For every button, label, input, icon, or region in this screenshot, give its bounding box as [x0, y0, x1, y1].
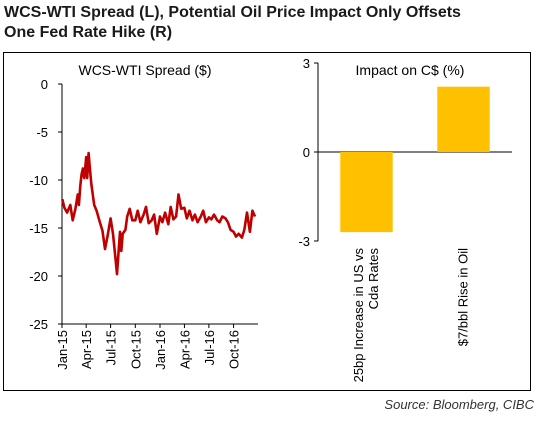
left-line-chart: WCS-WTI Spread ($) 0 -5 -10 -15 -20 -25 Jan-1… [29, 62, 258, 370]
left-chart-title: WCS-WTI Spread ($) [78, 62, 211, 78]
left-x-tick-label: Oct-15 [128, 330, 143, 369]
left-y-ticks: 0 -5 -10 -15 -20 -25 [29, 77, 62, 332]
bar-2 [437, 86, 490, 152]
right-category-labels: 25bp Increase in US vs Cda Rates $7/bbl Ri… [351, 248, 471, 383]
source-note: Source: Bloomberg, CIBC [384, 397, 534, 412]
left-x-tick-label: Apr-15 [79, 330, 94, 369]
series-line-wcs-wti [61, 151, 257, 276]
left-x-tick-label: Oct-16 [227, 330, 242, 369]
category-label: 25bp Increase in US vs [351, 248, 366, 383]
page-title: WCS-WTI Spread (L), Potential Oil Price … [4, 3, 534, 43]
right-y-tick-label: -3 [298, 234, 310, 249]
title-line-1: WCS-WTI Spread (L), Potential Oil Price … [4, 4, 461, 21]
category-label: $7/bbl Rise in Oil [456, 248, 471, 346]
left-x-tick-label: Jul-15 [104, 330, 119, 365]
left-y-tick-label: -15 [29, 221, 48, 236]
right-y-tick-label: 0 [303, 145, 310, 160]
chart-frame [3, 52, 531, 391]
left-x-tick-label: Jan-16 [153, 330, 168, 370]
left-y-tick-label: -25 [29, 317, 48, 332]
left-x-tick-label: Jul-16 [202, 330, 217, 365]
left-x-tick-label: Jan-15 [55, 330, 70, 370]
left-y-tick-label: 0 [41, 77, 48, 92]
right-chart-title: Impact on C$ (%) [356, 62, 465, 78]
right-bars [340, 86, 490, 233]
right-y-tick-label: 3 [303, 56, 310, 71]
right-bar-chart: Impact on C$ (%) 3 0 -3 25bp Increase in U… [298, 56, 512, 382]
left-y-tick-label: -20 [29, 269, 48, 284]
bar-1 [340, 152, 393, 233]
left-y-tick-label: -10 [29, 173, 48, 188]
title-line-2: One Fed Rate Hike (R) [4, 24, 173, 41]
right-y-ticks: 3 0 -3 [298, 56, 318, 249]
left-x-ticks: Jan-15 Apr-15 Jul-15 Oct-15 Jan-16 Apr-16 Jul-… [55, 324, 242, 370]
left-y-tick-label: -5 [36, 125, 48, 140]
left-x-tick-label: Apr-16 [177, 330, 192, 369]
category-label: Cda Rates [366, 248, 381, 310]
